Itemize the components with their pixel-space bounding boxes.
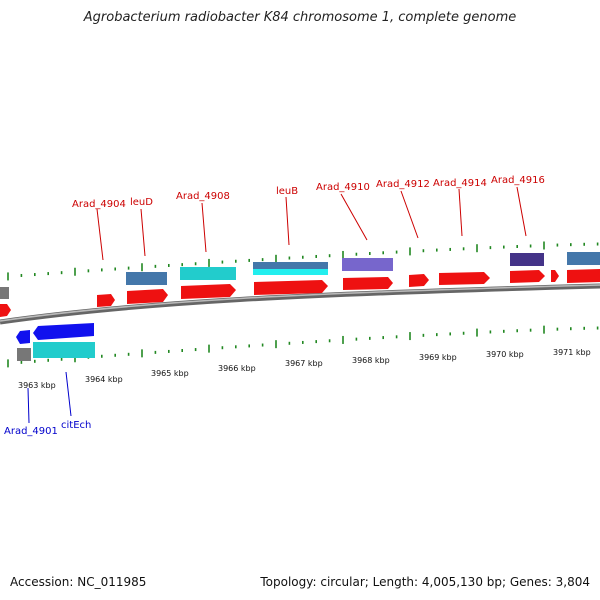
kbp-label: 3963 kbp xyxy=(18,381,56,390)
gene-bar[interactable] xyxy=(126,272,167,285)
reverse-cds-track xyxy=(16,323,95,361)
cds-arrow[interactable] xyxy=(343,277,393,290)
kbp-scale: 3963 kbp 3964 kbp 3965 kbp 3966 kbp 3967… xyxy=(18,348,591,390)
gene-label[interactable]: Arad_4901 xyxy=(4,426,58,437)
forward-cds-track xyxy=(0,269,600,317)
gene-bar[interactable] xyxy=(342,258,393,271)
gene-label[interactable]: Arad_4914 xyxy=(433,178,487,189)
forward-tick-track xyxy=(7,241,599,281)
gene-label[interactable]: Arad_4916 xyxy=(491,175,545,186)
gene-label[interactable]: leuB xyxy=(276,186,298,197)
cds-arrow-reverse[interactable] xyxy=(33,323,94,340)
gene-bar[interactable] xyxy=(253,269,328,275)
cds-arrow[interactable] xyxy=(510,270,545,283)
forward-gene-labels: Arad_4904 leuD Arad_4908 leuB Arad_4910 … xyxy=(72,175,545,261)
gene-bar[interactable] xyxy=(0,287,9,299)
cds-arrow[interactable] xyxy=(97,294,115,307)
kbp-label: 3968 kbp xyxy=(352,356,390,365)
cds-arrow[interactable] xyxy=(439,272,490,285)
kbp-label: 3971 kbp xyxy=(553,348,591,357)
genome-backbone xyxy=(0,283,600,325)
cds-arrow-reverse[interactable] xyxy=(16,330,30,344)
map-title: Agrobacterium radiobacter K84 chromosome… xyxy=(83,10,517,25)
reverse-gene-labels: Arad_4901 citEch xyxy=(4,371,91,437)
gene-label[interactable]: Arad_4912 xyxy=(376,179,430,190)
cds-arrow[interactable] xyxy=(254,280,328,295)
gene-bar[interactable] xyxy=(510,253,544,266)
kbp-label: 3970 kbp xyxy=(486,350,524,359)
gene-bar[interactable] xyxy=(180,267,236,280)
gene-label[interactable]: Arad_4904 xyxy=(72,199,126,210)
cds-arrow[interactable] xyxy=(409,274,429,287)
gene-bar[interactable] xyxy=(17,348,31,361)
cds-arrow[interactable] xyxy=(551,270,559,282)
kbp-label: 3964 kbp xyxy=(85,375,123,384)
gene-bar[interactable] xyxy=(253,262,328,270)
kbp-label: 3965 kbp xyxy=(151,369,189,378)
kbp-label: 3967 kbp xyxy=(285,359,323,368)
gene-label[interactable]: Arad_4910 xyxy=(316,182,370,193)
genome-summary: Topology: circular; Length: 4,005,130 bp… xyxy=(260,575,590,589)
forward-gene-track xyxy=(0,252,600,299)
gene-label[interactable]: Arad_4908 xyxy=(176,191,230,202)
gene-bar[interactable] xyxy=(33,342,95,358)
gene-label[interactable]: leuD xyxy=(130,197,153,208)
accession-text: Accession: NC_011985 xyxy=(10,575,147,589)
cds-arrow[interactable] xyxy=(0,304,11,317)
cds-arrow[interactable] xyxy=(567,269,600,283)
gene-label[interactable]: citEch xyxy=(61,420,91,431)
cds-arrow[interactable] xyxy=(127,289,168,304)
gene-bar[interactable] xyxy=(567,252,600,265)
cds-arrow[interactable] xyxy=(181,284,236,299)
reverse-tick-track xyxy=(7,325,599,368)
kbp-label: 3969 kbp xyxy=(419,353,457,362)
kbp-label: 3966 kbp xyxy=(218,364,256,373)
